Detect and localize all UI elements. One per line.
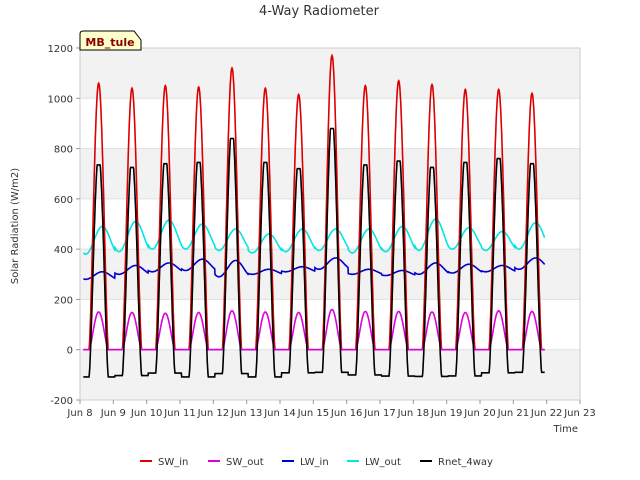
y-axis-ticks: -200 0 200 400 600 800 1000 1200 xyxy=(48,44,80,407)
x-tick-label: Jun 10 xyxy=(130,408,163,419)
x-tick-label: Jun 22 xyxy=(530,408,563,419)
legend-item-sw-out: SW_out xyxy=(208,457,264,468)
legend-label: Rnet_4way xyxy=(438,457,493,468)
legend-item-sw-in: SW_in xyxy=(140,457,188,468)
y-tick-label: 800 xyxy=(54,145,73,156)
x-axis-label: Time xyxy=(553,424,578,435)
x-axis-ticks: Jun 8 Jun 9 Jun 10 Jun 11 Jun 12 Jun 13 Jun 14… xyxy=(66,400,596,419)
x-tick-label: Jun 17 xyxy=(363,408,396,419)
series-line-sw-out xyxy=(83,308,545,351)
y-tick-label: 200 xyxy=(54,295,73,306)
x-tick-label: Jun 15 xyxy=(297,408,330,419)
legend-label: LW_out xyxy=(365,457,401,468)
legend: SW_in SW_out LW_in LW_out Rnet_4way xyxy=(140,457,493,468)
x-tick-label: Jun 13 xyxy=(230,408,263,419)
x-tick-label: Jun 9 xyxy=(100,408,126,419)
y-axis-label: Solar Radiation (W/m2) xyxy=(10,168,21,284)
chart-title: 4-Way Radiometer xyxy=(259,4,380,19)
x-tick-label: Jun 23 xyxy=(563,408,596,419)
legend-label: LW_in xyxy=(300,457,329,468)
station-badge-box xyxy=(79,30,142,51)
x-tick-label: Jun 20 xyxy=(463,408,496,419)
y-tick-label: 1200 xyxy=(48,44,73,55)
station-badge: MB_tule xyxy=(79,30,142,51)
plot-frame xyxy=(79,47,581,401)
y-tick-label: 0 xyxy=(67,346,73,357)
series-line-rnet-4way xyxy=(83,127,545,378)
x-tick-label: Jun 11 xyxy=(163,408,196,419)
legend-item-lw-out: LW_out xyxy=(347,457,401,468)
legend-label: SW_in xyxy=(158,457,188,468)
y-tick-label: 400 xyxy=(54,245,73,256)
y-tick-label: 1000 xyxy=(48,94,73,105)
x-tick-label: Jun 21 xyxy=(497,408,530,419)
legend-item-lw-in: LW_in xyxy=(282,457,329,468)
x-tick-label: Jun 14 xyxy=(263,408,296,419)
x-tick-label: Jun 8 xyxy=(66,408,92,419)
legend-item-rnet-4way: Rnet_4way xyxy=(420,457,493,468)
x-tick-label: Jun 16 xyxy=(330,408,363,419)
x-tick-label: Jun 18 xyxy=(397,408,430,419)
grid-band xyxy=(80,148,580,199)
legend-label: SW_out xyxy=(226,457,264,468)
series-lines xyxy=(82,53,546,378)
station-badge-label: MB_tule xyxy=(85,36,134,49)
grid-band xyxy=(80,349,580,400)
x-tick-label: Jun 19 xyxy=(430,408,463,419)
x-tick-label: Jun 12 xyxy=(197,408,230,419)
grid-band xyxy=(80,249,580,300)
y-tick-label: 600 xyxy=(54,195,73,206)
y-tick-label: -200 xyxy=(50,396,73,407)
